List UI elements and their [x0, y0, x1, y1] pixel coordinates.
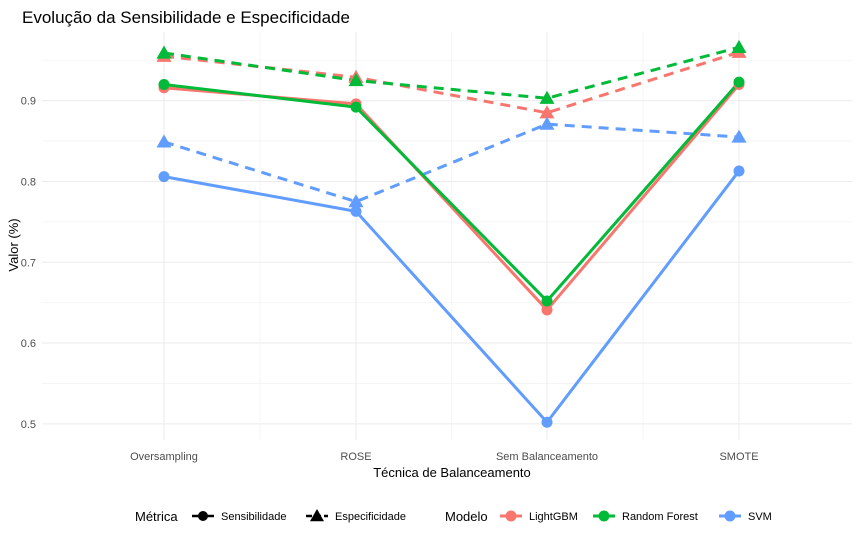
data-point-circle — [733, 76, 745, 88]
legend-key-circle — [724, 510, 736, 522]
series-points — [156, 39, 747, 428]
data-point-circle — [541, 295, 553, 307]
data-point-triangle — [348, 194, 364, 208]
y-axis-title: Valor (%) — [6, 218, 21, 271]
series-line-lightgbm-especificidade — [163, 50, 740, 115]
x-axis-ticks: Oversampling ROSE Sem Balanceamento SMOTE — [130, 451, 758, 463]
x-tick-label: ROSE — [340, 451, 371, 463]
data-point-triangle — [539, 116, 555, 130]
legend-label-metric: Especificidade — [335, 511, 406, 523]
legend-label-model: SVM — [748, 511, 772, 523]
y-tick-label: 0.9 — [21, 96, 36, 108]
chart-title: Evolução da Sensibilidade e Especificida… — [22, 8, 350, 27]
legend-label-model: LightGBM — [529, 511, 578, 523]
x-axis-title: Técnica de Balanceamento — [373, 465, 531, 480]
data-point-circle — [541, 304, 553, 316]
data-point-circle — [350, 205, 362, 217]
y-axis-ticks: 0.5 0.6 0.7 0.8 0.9 — [21, 96, 36, 431]
legend-key-circle — [598, 510, 610, 522]
series-line-random-forest-sensibilidade — [163, 81, 741, 303]
y-tick-label: 0.6 — [21, 338, 36, 350]
data-point-circle — [733, 165, 745, 177]
data-point-circle — [158, 171, 170, 183]
legend-label-metric: Sensibilidade — [221, 511, 286, 523]
y-tick-label: 0.5 — [21, 419, 36, 431]
y-tick-label: 0.7 — [21, 257, 36, 269]
legend-key-circle — [505, 510, 517, 522]
legend-title-model: Modelo — [445, 509, 488, 524]
data-point-triangle — [156, 45, 172, 59]
data-point-triangle — [348, 72, 364, 87]
legend-key-triangle — [310, 509, 324, 522]
data-point-circle — [350, 101, 362, 113]
data-point-triangle — [539, 90, 555, 104]
y-tick-label: 0.8 — [21, 176, 36, 188]
x-tick-label: SMOTE — [719, 451, 758, 463]
series-lines — [163, 45, 741, 424]
x-tick-label: Oversampling — [130, 451, 198, 463]
data-point-circle — [541, 416, 553, 428]
data-point-triangle — [539, 105, 555, 119]
legend-title-metric: Métrica — [135, 509, 178, 524]
legend-key-circle — [198, 511, 208, 521]
legend-label-model: Random Forest — [622, 511, 698, 523]
data-point-triangle — [731, 39, 747, 53]
series-line-svm-sensibilidade — [163, 170, 741, 424]
x-tick-label: Sem Balanceamento — [496, 451, 598, 463]
data-point-circle — [158, 79, 170, 91]
series-line-random-forest-especificidade — [163, 45, 740, 100]
data-point-triangle — [731, 129, 747, 143]
legend: Métrica Sensibilidade Especificidade Modelo… — [135, 509, 772, 524]
data-point-triangle — [156, 134, 172, 148]
